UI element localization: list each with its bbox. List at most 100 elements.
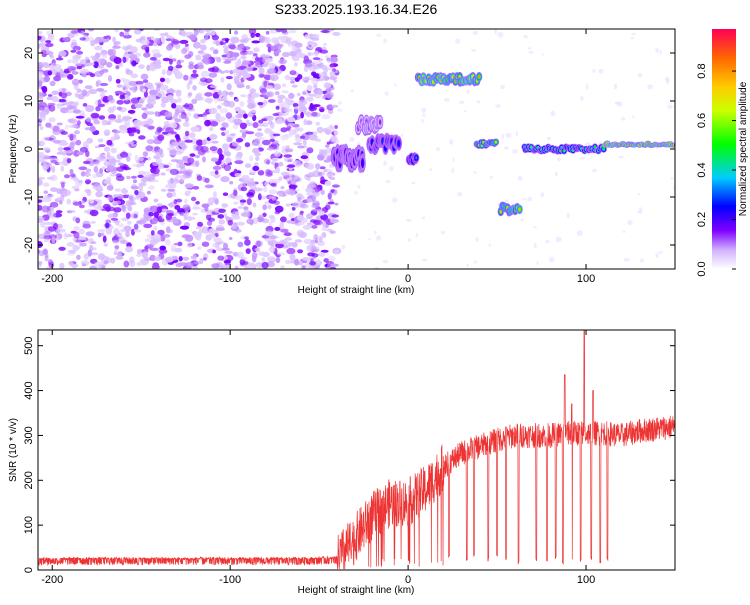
noise-blob — [131, 175, 137, 179]
noise-blob — [304, 34, 310, 40]
noise-blob — [51, 95, 59, 102]
noise-blob — [175, 198, 183, 203]
noise-blob — [219, 107, 229, 114]
noise-blob — [167, 94, 174, 101]
noise-blob — [72, 109, 81, 114]
noise-blob — [285, 259, 292, 265]
noise-blob — [200, 70, 210, 78]
noise-blob — [51, 165, 56, 173]
fringe-blob — [472, 30, 478, 36]
fringe-blob — [422, 113, 426, 117]
noise-blob — [327, 201, 335, 205]
noise-blob — [117, 223, 124, 228]
noise-blob — [284, 97, 290, 103]
noise-blob — [149, 254, 156, 262]
fringe-blob — [621, 117, 626, 121]
noise-blob — [133, 229, 142, 233]
top-x-tick-label: -100 — [219, 273, 241, 285]
noise-blob — [258, 217, 265, 222]
noise-blob — [307, 252, 315, 257]
noise-blob — [164, 32, 169, 37]
noise-blob — [138, 98, 145, 105]
noise-blob — [135, 80, 144, 85]
noise-blob — [222, 96, 228, 101]
noise-blob — [127, 220, 132, 225]
noise-blob — [157, 229, 165, 236]
noise-blob — [204, 78, 213, 84]
noise-blob — [253, 138, 261, 143]
noise-blob — [50, 159, 58, 164]
noise-blob — [90, 55, 95, 59]
noise-blob — [61, 142, 69, 146]
noise-blob — [85, 56, 90, 61]
noise-blob — [204, 34, 209, 41]
noise-blob — [38, 249, 41, 254]
noise-blob — [165, 239, 171, 246]
fringe-blob — [405, 218, 412, 222]
feature-3-blob — [415, 156, 418, 160]
noise-blob — [176, 174, 181, 178]
noise-blob — [317, 241, 325, 246]
noise-blob — [207, 197, 216, 204]
noise-blob — [252, 148, 260, 154]
noise-blob — [262, 122, 269, 128]
colorbar-tick-label: 0.8 — [696, 63, 708, 78]
fringe-blob — [473, 171, 477, 174]
noise-blob — [42, 163, 50, 170]
top-y-tick-label: -20 — [23, 237, 35, 253]
fringe-blob — [517, 175, 523, 181]
noise-blob — [244, 236, 250, 240]
noise-blob — [243, 206, 249, 211]
noise-blob — [318, 72, 325, 78]
fringe-blob — [473, 260, 478, 264]
noise-blob — [149, 205, 159, 213]
noise-blob — [281, 29, 288, 33]
noise-blob — [316, 126, 324, 134]
noise-blob — [75, 217, 81, 224]
noise-blob — [167, 262, 175, 265]
noise-blob — [56, 122, 63, 126]
noise-blob — [171, 191, 177, 197]
noise-blob — [329, 266, 337, 269]
noise-blob — [204, 92, 213, 97]
noise-blob — [163, 234, 171, 238]
noise-blob — [122, 209, 127, 213]
noise-blob — [267, 240, 273, 246]
noise-blob — [287, 244, 292, 248]
bottom-y-tick-label: 500 — [23, 337, 35, 355]
fringe-blob — [353, 191, 358, 195]
noise-blob — [51, 90, 60, 96]
noise-blob — [252, 202, 257, 208]
noise-blob — [111, 240, 120, 244]
noise-blob — [196, 175, 203, 181]
noise-blob — [99, 82, 109, 87]
noise-blob — [232, 68, 242, 74]
noise-blob — [279, 221, 285, 229]
noise-blob — [246, 211, 251, 219]
noise-blob — [247, 181, 252, 187]
fringe-blob — [528, 50, 534, 54]
bottom-x-axis-label: Height of straight line (km) — [298, 585, 415, 596]
noise-blob — [64, 124, 69, 130]
noise-blob — [264, 57, 273, 63]
noise-blob — [179, 39, 189, 44]
noise-blob — [58, 146, 63, 153]
noise-blob — [107, 195, 114, 201]
noise-blob — [223, 164, 232, 172]
noise-blob — [222, 177, 229, 181]
noise-blob — [86, 137, 93, 144]
noise-blob — [115, 65, 120, 70]
noise-blob — [208, 217, 215, 222]
fringe-blob — [452, 157, 455, 163]
noise-blob — [242, 73, 251, 78]
noise-blob — [292, 242, 298, 247]
noise-blob — [67, 59, 72, 63]
noise-blob — [71, 78, 80, 86]
fringe-blob — [592, 168, 597, 173]
noise-blob — [221, 102, 229, 106]
noise-blob — [235, 114, 243, 119]
noise-blob — [56, 151, 64, 155]
noise-blob — [203, 112, 208, 116]
fringe-blob — [336, 108, 343, 112]
fringe-blob — [374, 266, 380, 269]
